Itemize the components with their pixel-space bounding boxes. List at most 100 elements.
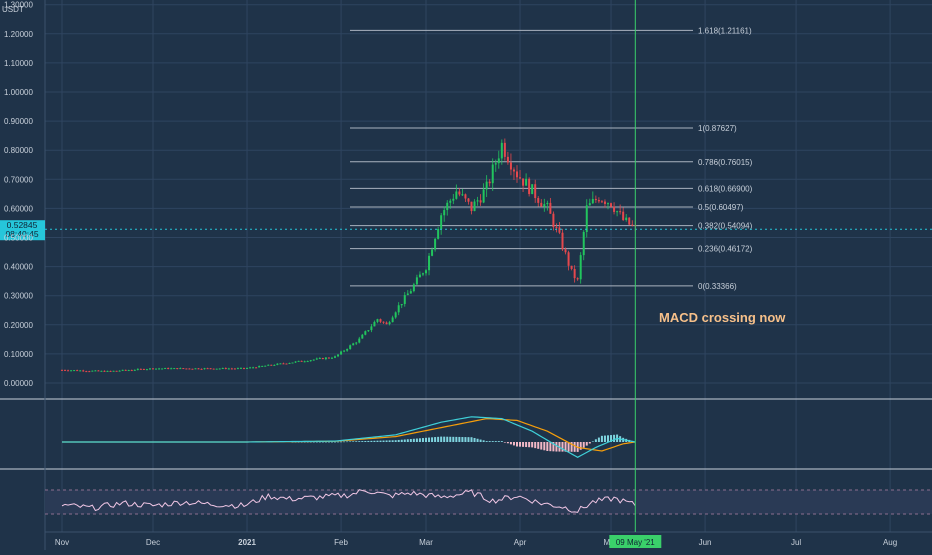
macd-histogram-bar xyxy=(334,441,336,443)
candle-body xyxy=(479,200,482,203)
macd-histogram-bar xyxy=(610,435,613,442)
macd-histogram-bar xyxy=(409,439,412,442)
price-tick-label: 0.00000 xyxy=(4,379,33,388)
candle-body xyxy=(503,142,506,157)
candle-body xyxy=(400,303,403,306)
candle-body xyxy=(619,211,622,213)
candle-body xyxy=(600,201,603,203)
macd-histogram-bar xyxy=(600,435,603,442)
candle-body xyxy=(546,202,549,205)
candle-body xyxy=(76,370,79,372)
macd-histogram-bar xyxy=(476,438,479,442)
macd-histogram-bar xyxy=(394,440,397,442)
current-price-label: 0.52845 xyxy=(7,220,38,230)
candle-body xyxy=(127,370,130,372)
candle-body xyxy=(373,321,376,327)
candle-body xyxy=(264,365,267,367)
candle-body xyxy=(382,321,385,323)
candle-body xyxy=(412,284,415,292)
candle-body xyxy=(97,370,100,372)
price-tick-label: 1.20000 xyxy=(4,30,33,39)
candle-body xyxy=(334,356,336,358)
macd-histogram-bar xyxy=(613,434,616,442)
candle-body xyxy=(70,370,73,372)
macd-histogram-bar xyxy=(327,441,330,443)
candle-body xyxy=(437,228,440,239)
candle-body xyxy=(255,367,258,369)
time-tick-label: Apr xyxy=(514,538,527,547)
macd-histogram-bar xyxy=(340,441,343,443)
candle-body xyxy=(443,210,446,216)
macd-histogram-bar xyxy=(412,438,415,442)
candle-body xyxy=(537,198,540,203)
candle-body xyxy=(94,370,97,372)
candle-body xyxy=(115,370,118,372)
fib-level-label: 0.786(0.76015) xyxy=(698,158,753,167)
macd-histogram-bar xyxy=(346,441,349,443)
candle-body xyxy=(321,357,324,360)
fib-level-label: 0.618(0.66900) xyxy=(698,184,753,193)
macd-histogram-bar xyxy=(540,442,543,450)
price-tick-label: 0.10000 xyxy=(4,350,33,359)
macd-histogram-bar xyxy=(479,439,482,442)
candle-body xyxy=(67,370,70,372)
macd-histogram-bar xyxy=(534,442,537,449)
price-unit-label: USDT xyxy=(2,5,24,14)
candle-body xyxy=(221,367,224,369)
candle-body xyxy=(540,202,543,207)
candle-body xyxy=(470,201,473,212)
candle-body xyxy=(476,200,479,202)
candle-body xyxy=(340,351,343,355)
rsi-line xyxy=(61,489,636,513)
macd-histogram-bar xyxy=(500,441,503,442)
macd-histogram-bar xyxy=(522,442,525,447)
macd-histogram-bar xyxy=(324,441,327,443)
candle-body xyxy=(79,370,82,372)
rsi-pane xyxy=(45,489,932,515)
macd-histogram-bar xyxy=(397,439,400,442)
macd-histogram-bar xyxy=(437,436,440,442)
macd-histogram-bar xyxy=(537,442,540,449)
candle-body xyxy=(64,369,67,371)
price-tick-label: 0.20000 xyxy=(4,321,33,330)
candle-body xyxy=(164,367,167,369)
fibonacci-retracement[interactable]: 1.618(1.21161) 1(0.87627) 0.786(0.76015) 0.… xyxy=(350,26,753,291)
candle-body xyxy=(124,369,127,371)
candle-body xyxy=(525,178,528,186)
macd-histogram-bar xyxy=(597,437,600,442)
macd-histogram-bar xyxy=(482,440,485,442)
candle-body xyxy=(82,370,85,372)
macd-histogram-bar xyxy=(543,442,546,451)
macd-histogram-bar xyxy=(461,437,464,442)
candle-body xyxy=(522,178,525,186)
time-tick-label: Nov xyxy=(55,538,69,547)
price-tick-label: 0.60000 xyxy=(4,204,33,213)
candle-body xyxy=(549,202,552,214)
candle-body xyxy=(100,370,103,372)
candle-body xyxy=(531,184,534,195)
macd-histogram-bar xyxy=(318,441,321,443)
candle-body xyxy=(88,371,91,373)
candle-body xyxy=(312,359,315,361)
annotation-text[interactable]: MACD crossing now xyxy=(659,310,786,325)
macd-histogram-bar xyxy=(330,441,333,443)
macd-histogram-bar xyxy=(391,440,394,442)
candle-body xyxy=(485,181,488,190)
candle-body xyxy=(224,367,227,369)
time-tick-label: Aug xyxy=(883,538,897,547)
macd-histogram-bar xyxy=(352,441,355,442)
macd-histogram-bar xyxy=(343,441,346,443)
candlestick-series xyxy=(61,138,637,373)
candle-body xyxy=(458,191,461,195)
candle-body xyxy=(534,184,537,199)
candle-body xyxy=(388,322,391,325)
candle-body xyxy=(139,368,142,370)
candle-body xyxy=(112,370,115,372)
candle-body xyxy=(309,360,312,362)
candle-body xyxy=(200,368,203,370)
candle-body xyxy=(130,370,133,372)
candle-body xyxy=(367,330,370,332)
candle-body xyxy=(421,273,424,275)
